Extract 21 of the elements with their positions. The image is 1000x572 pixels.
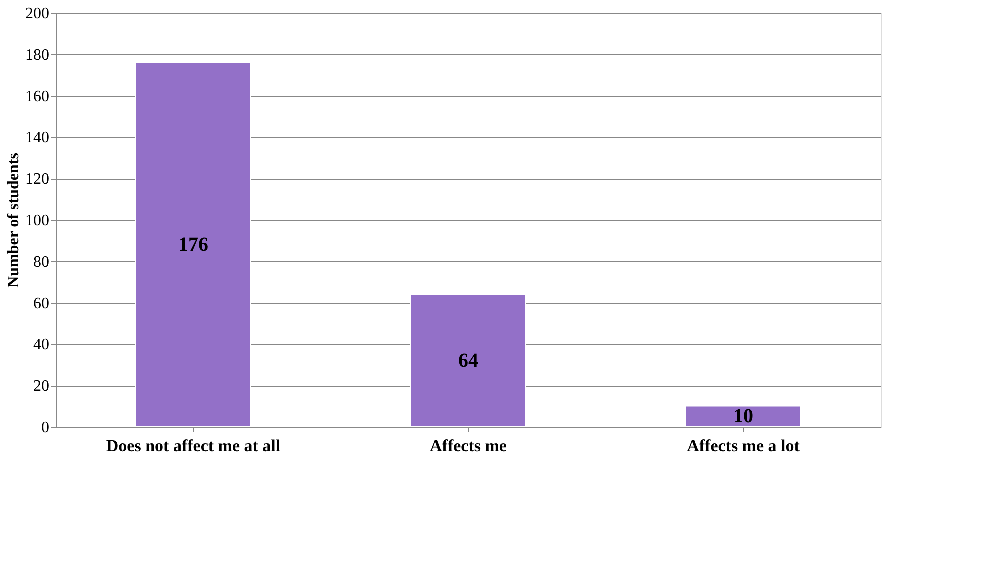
x-tick-label: Affects me [430, 436, 508, 456]
y-tick-label: 100 [26, 212, 50, 230]
data-label: 10 [734, 406, 754, 428]
y-tick-label: 180 [26, 46, 50, 64]
y-tick-label: 0 [42, 420, 50, 436]
y-tick-label: 140 [26, 130, 50, 147]
data-label: 64 [458, 350, 478, 372]
x-tick-label: Does not affect me at all [106, 436, 281, 456]
y-tick-label: 120 [26, 171, 50, 188]
data-label: 176 [178, 234, 208, 256]
bar [686, 406, 802, 428]
y-axis-title: Number of students [6, 153, 22, 288]
y-tick-label: 60 [34, 295, 50, 312]
y-tick-label: 160 [26, 88, 50, 106]
bar [136, 62, 252, 428]
y-tick-label: 40 [34, 336, 50, 354]
bar [410, 294, 526, 428]
y-tick-label: 200 [26, 6, 50, 22]
y-tick-label: 80 [34, 254, 50, 271]
x-tick-label: Affects me a lot [687, 436, 800, 456]
y-tick-label: 20 [34, 378, 50, 396]
